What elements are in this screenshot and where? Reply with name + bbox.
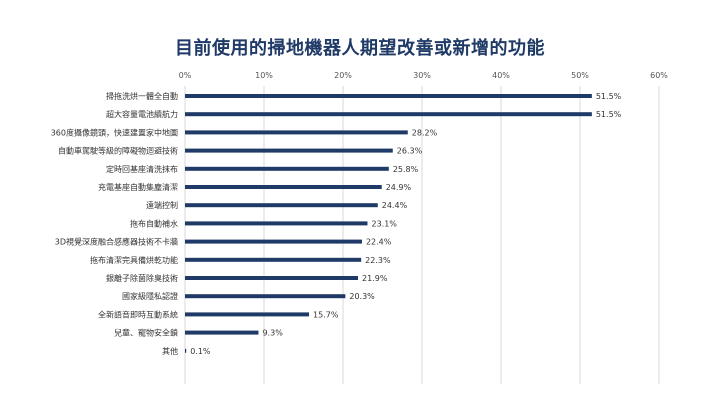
bar	[185, 312, 310, 317]
bar	[185, 348, 187, 353]
bar	[185, 221, 368, 226]
bar	[185, 257, 362, 262]
data-label: 25.8%	[393, 165, 419, 174]
bars	[185, 94, 592, 353]
data-label: 15.7%	[313, 310, 339, 319]
category-label: 掃拖洗烘一體全自動	[106, 91, 178, 101]
bar	[185, 112, 592, 117]
x-axis-ticks: 0% 10% 20% 30% 40% 50% 60%	[179, 71, 669, 80]
bar	[185, 239, 362, 244]
category-label: 拖布清潔完具備烘乾功能	[90, 255, 178, 265]
data-label: 23.1%	[371, 219, 397, 228]
bar	[185, 166, 389, 171]
category-label: 兒童、寵物安全鎖	[114, 328, 178, 338]
category-label: 定時回基座清洗抹布	[106, 164, 178, 174]
category-label: 拖布自動補水	[130, 218, 178, 228]
category-label: 自動車駕駛等級的障礙物迴避技術	[58, 146, 178, 156]
x-tick-label: 40%	[492, 71, 510, 80]
bar	[185, 276, 359, 280]
bar	[185, 294, 346, 299]
bar	[185, 185, 382, 189]
category-label: 360度攝像鏡頭，快速建置家中地圖	[51, 127, 178, 137]
bar	[185, 330, 259, 335]
category-label: 銀離子除菌除臭技術	[106, 273, 178, 283]
bar	[185, 130, 408, 135]
x-tick-label: 60%	[650, 71, 668, 80]
x-tick-label: 10%	[255, 71, 273, 80]
category-label: 遠端控制	[146, 200, 178, 210]
chart-title: 目前使用的掃地機器人期望改善或新增的功能	[175, 38, 545, 59]
category-label: 國家級隱私認證	[122, 291, 178, 301]
category-label: 超大容量電池續航力	[106, 109, 178, 119]
data-label: 26.3%	[397, 147, 423, 156]
data-label: 0.1%	[190, 347, 211, 356]
data-label: 28.2%	[412, 128, 438, 137]
data-label: 22.3%	[365, 256, 391, 265]
category-label: 充電基座自動集塵清潔	[98, 182, 178, 192]
category-label: 其他	[162, 346, 178, 356]
bar	[185, 94, 592, 98]
data-label: 9.3%	[262, 329, 283, 338]
data-label: 51.5%	[596, 110, 622, 119]
bar	[185, 203, 378, 208]
category-label: 全新語音即時互動系統	[98, 309, 178, 319]
data-label: 21.9%	[362, 274, 388, 283]
x-tick-label: 50%	[571, 71, 589, 80]
x-tick-label: 0%	[179, 71, 192, 80]
data-label: 51.5%	[596, 92, 622, 101]
data-label: 22.4%	[366, 238, 392, 247]
category-label: 3D視覺深度融合感應器技術不卡牆	[55, 237, 178, 247]
x-tick-label: 30%	[413, 71, 431, 80]
data-label: 24.4%	[382, 201, 408, 210]
x-tick-label: 20%	[334, 71, 352, 80]
bar	[185, 148, 393, 153]
data-label: 20.3%	[349, 292, 375, 301]
value-labels: 51.5% 51.5% 28.2% 26.3% 25.8% 24.9% 24.4% 23.1%…	[190, 92, 621, 356]
data-label: 24.9%	[386, 183, 412, 192]
